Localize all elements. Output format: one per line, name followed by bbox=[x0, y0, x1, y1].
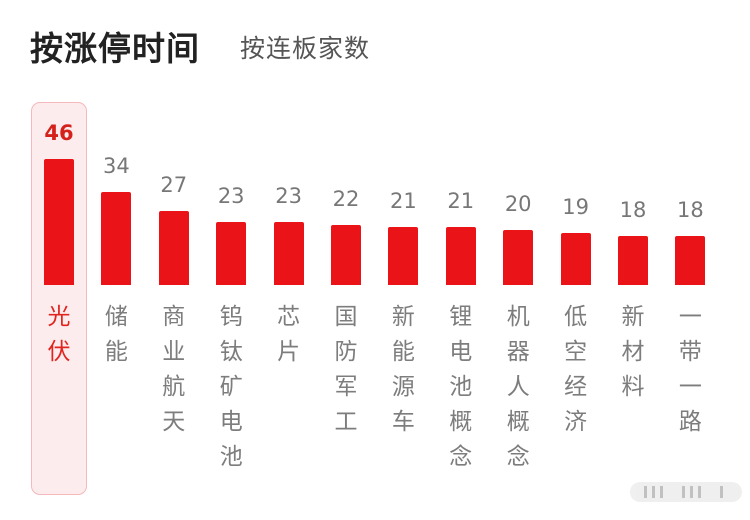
bar-value-label: 18 bbox=[677, 197, 704, 222]
bar-2[interactable] bbox=[158, 211, 189, 285]
bar-9[interactable] bbox=[560, 232, 591, 285]
bar-6[interactable] bbox=[388, 227, 419, 285]
bar-0[interactable] bbox=[44, 158, 74, 285]
bar-11[interactable] bbox=[675, 235, 706, 285]
category-label[interactable]: 国防军工 bbox=[334, 304, 358, 435]
bar-chart: 46 光伏 34 储能 27 商业航天 23 钨钛矿电池 23 芯片 22 国防军工 21 新能源车 21 锂… bbox=[0, 100, 750, 500]
tab-sort-by-limit-up-time[interactable]: 按涨停时间 bbox=[30, 29, 200, 68]
watermark-logo bbox=[630, 482, 742, 502]
bar-4[interactable] bbox=[273, 221, 304, 285]
bar-value-label: 18 bbox=[619, 197, 647, 222]
bar-value-label: 22 bbox=[332, 186, 360, 211]
bar-7[interactable] bbox=[445, 227, 476, 285]
tab-sort-by-consecutive-board-count[interactable]: 按连板家数 bbox=[240, 34, 371, 63]
bar-value-label: 46 bbox=[44, 120, 74, 145]
bar-value-label: 34 bbox=[103, 153, 130, 178]
bar-value-label: 19 bbox=[562, 194, 589, 219]
category-label[interactable]: 商业航天 bbox=[162, 304, 186, 435]
category-label[interactable]: 芯片 bbox=[277, 304, 301, 365]
bar-value-label: 23 bbox=[217, 183, 245, 208]
bar-3[interactable] bbox=[216, 221, 247, 285]
bar-1[interactable] bbox=[101, 191, 132, 285]
bar-value-label: 21 bbox=[447, 189, 475, 214]
category-label[interactable]: 低空经济 bbox=[564, 304, 588, 435]
bar-8[interactable] bbox=[503, 230, 534, 285]
bar-value-label: 21 bbox=[390, 189, 417, 214]
bar-5[interactable] bbox=[331, 224, 361, 285]
bar-value-label: 27 bbox=[160, 173, 188, 198]
category-label[interactable]: 新能源车 bbox=[391, 304, 415, 435]
bar-10[interactable] bbox=[618, 235, 648, 285]
category-label[interactable]: 一带一路 bbox=[678, 304, 702, 435]
category-label[interactable]: 光伏 bbox=[47, 304, 71, 365]
category-label[interactable]: 钨钛矿电池 bbox=[219, 304, 243, 470]
category-label[interactable]: 机器人概念 bbox=[506, 304, 530, 470]
bar-value-label: 20 bbox=[504, 192, 532, 217]
category-label[interactable]: 储能 bbox=[104, 304, 128, 365]
category-label[interactable]: 锂电池概念 bbox=[449, 304, 473, 470]
bar-value-label: 23 bbox=[275, 183, 302, 208]
category-label[interactable]: 新材料 bbox=[621, 304, 645, 400]
